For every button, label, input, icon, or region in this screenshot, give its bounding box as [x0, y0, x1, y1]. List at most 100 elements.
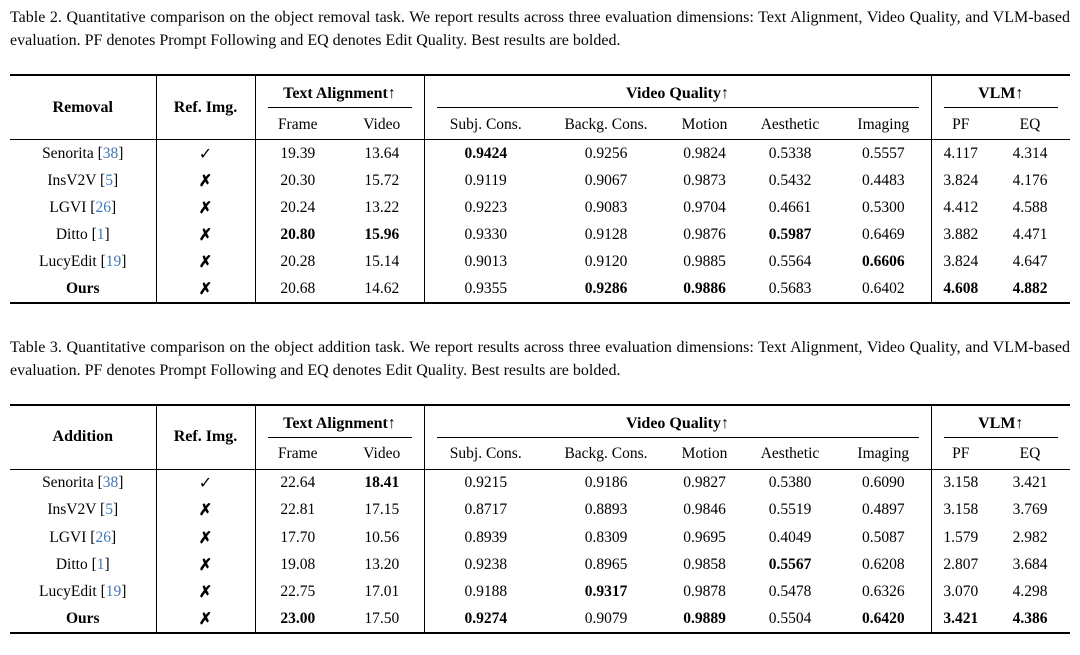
value-cell: 3.769 — [1012, 501, 1048, 519]
col-header-pf: PF — [931, 109, 990, 141]
value-cell: 0.5432 — [768, 171, 812, 189]
table3-caption: Table 3. Quantitative comparison on the … — [10, 338, 1070, 379]
citation-link[interactable]: 26 — [95, 528, 111, 546]
value-cell: 0.9424 — [464, 144, 508, 162]
cross-icon: ✗ — [156, 194, 256, 222]
col-header-imaging: Imaging — [836, 109, 932, 141]
value-cell: 0.9886 — [683, 279, 726, 297]
value-cell: 19.08 — [280, 555, 316, 573]
col-header-frame: Frame — [255, 439, 340, 471]
citation-link[interactable]: 19 — [105, 582, 122, 600]
value-cell: 0.8939 — [464, 528, 508, 546]
value-cell: 0.5557 — [836, 139, 932, 167]
citation-link[interactable]: 38 — [102, 144, 119, 162]
col-header-backg-cons: Backg. Cons. — [547, 439, 665, 471]
method-name: Ours — [65, 609, 100, 627]
citation-link[interactable]: 1 — [96, 225, 105, 243]
value-cell: 0.5087 — [836, 524, 932, 552]
value-cell: 3.421 — [1012, 474, 1048, 492]
col-header-backg-cons: Backg. Cons. — [547, 109, 665, 141]
value-cell: 13.22 — [340, 194, 425, 222]
cross-icon: ✗ — [156, 605, 256, 633]
value-cell: 0.5478 — [768, 582, 812, 600]
value-cell: 20.30 — [280, 171, 316, 189]
method-cell: Ditto [1] — [10, 221, 157, 249]
value-cell: 4.314 — [1012, 144, 1048, 162]
value-cell: 3.824 — [943, 171, 979, 189]
value-cell: 22.75 — [280, 582, 316, 600]
value-cell: 0.4049 — [768, 528, 812, 546]
citation-link[interactable]: 1 — [96, 555, 105, 573]
cross-icon: ✗ — [156, 248, 256, 276]
value-cell: 0.9223 — [464, 198, 508, 216]
value-cell: 1.579 — [943, 528, 979, 546]
method-cell: InsV2V [5] — [10, 496, 157, 524]
removal-table-body: Senorita [38] ✓ 19.39 13.64 0.9424 0.9256 0.98… — [10, 139, 1070, 303]
group-header-text-alignment: Text Alignment↑ — [255, 404, 425, 440]
value-cell: 0.9355 — [464, 279, 508, 297]
value-cell: 0.6326 — [836, 578, 932, 606]
value-cell: 0.5519 — [768, 501, 812, 519]
value-cell: 0.9885 — [683, 253, 726, 271]
col-header-aesthetic: Aesthetic — [744, 439, 836, 471]
citation-link[interactable]: 19 — [105, 253, 122, 271]
value-cell: 22.64 — [280, 474, 316, 492]
value-cell: 0.9878 — [683, 582, 726, 600]
value-cell: 4.882 — [1012, 279, 1048, 297]
col-header-motion: Motion — [665, 439, 744, 471]
col-header-imaging: Imaging — [836, 439, 932, 471]
value-cell: 0.9188 — [464, 582, 508, 600]
addition-table: Addition Ref. Img. Text Alignment↑ Video… — [10, 403, 1071, 634]
value-cell: 3.882 — [943, 225, 979, 243]
cross-icon: ✗ — [156, 551, 256, 579]
col-header-eq: EQ — [990, 109, 1071, 141]
method-cell: LGVI [26] — [10, 194, 157, 222]
value-cell: 14.62 — [340, 275, 425, 303]
citation-link[interactable]: 26 — [95, 198, 111, 216]
value-cell: 4.386 — [1012, 609, 1048, 627]
value-cell: 0.9858 — [683, 555, 726, 573]
header-group-row: Addition Ref. Img. Text Alignment↑ Video… — [10, 404, 1070, 471]
value-cell: 0.9317 — [584, 582, 628, 600]
citation-link[interactable]: 5 — [105, 171, 113, 189]
method-name: Ditto — [55, 225, 88, 243]
col-header-ref-img: Ref. Img. — [156, 404, 256, 471]
value-cell: 4.117 — [943, 144, 978, 162]
value-cell: 0.5338 — [768, 144, 812, 162]
addition-table-body: Senorita [38] ✓ 22.64 18.41 0.9215 0.9186 0.98… — [10, 469, 1070, 633]
value-cell: 0.5567 — [768, 555, 812, 573]
value-cell: 0.9083 — [584, 198, 628, 216]
value-cell: 4.647 — [1012, 253, 1048, 271]
group-header-video-quality: Video Quality↑ — [424, 74, 932, 110]
value-cell: 22.81 — [280, 501, 316, 519]
value-cell: 13.64 — [340, 139, 425, 167]
value-cell: 0.9013 — [464, 253, 508, 271]
table-row: Ours ✗ 20.68 14.62 0.9355 0.9286 0.9886 0.5683 0… — [10, 275, 1070, 303]
method-name: Ditto — [55, 555, 88, 573]
citation-link[interactable]: 38 — [102, 474, 119, 492]
method-name: InsV2V — [47, 501, 97, 519]
method-name: LucyEdit — [39, 582, 97, 600]
method-cell: Ours — [10, 605, 157, 633]
check-icon: ✓ — [156, 469, 256, 497]
citation-link[interactable]: 5 — [105, 501, 113, 519]
value-cell: 0.4483 — [836, 166, 932, 195]
group-header-text-alignment: Text Alignment↑ — [255, 74, 425, 110]
value-cell: 0.9824 — [683, 144, 726, 162]
value-cell: 20.24 — [280, 198, 316, 216]
value-cell: 0.9119 — [464, 171, 507, 189]
value-cell: 3.158 — [943, 474, 979, 492]
value-cell: 13.20 — [340, 551, 425, 579]
method-cell: InsV2V [5] — [10, 166, 157, 195]
value-cell: 0.9286 — [584, 279, 628, 297]
value-cell: 3.158 — [943, 501, 979, 519]
method-cell: Ditto [1] — [10, 551, 157, 579]
method-cell: LucyEdit [19] — [10, 248, 157, 276]
col-header-task: Addition — [10, 404, 157, 471]
method-cell: LucyEdit [19] — [10, 578, 157, 606]
value-cell: 0.6090 — [836, 469, 932, 497]
col-header-aesthetic: Aesthetic — [744, 109, 836, 141]
table-row: LGVI [26] ✗ 17.70 10.56 0.8939 0.8309 0.9695 0.… — [10, 524, 1070, 552]
col-header-subj-cons: Subj. Cons. — [424, 439, 547, 471]
value-cell: 0.9846 — [683, 501, 726, 519]
